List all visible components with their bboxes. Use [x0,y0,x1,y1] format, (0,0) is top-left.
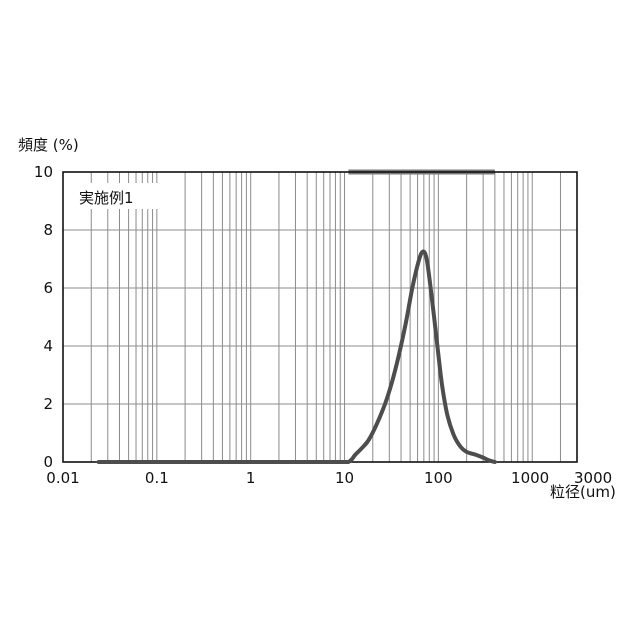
tick-labels: 02468100.010.111010010003000 [34,163,612,487]
y-tick-label: 6 [43,279,53,297]
x-tick-label: 10 [335,469,354,487]
grid-lines [63,172,577,462]
series-line [99,252,495,462]
y-tick-label: 2 [43,395,53,413]
series-layer [99,252,495,462]
plot-frame [63,172,577,462]
y-axis-title: 頻度 (%) [18,136,79,154]
y-tick-label: 10 [34,163,53,181]
x-tick-label: 0.1 [145,469,169,487]
x-tick-label: 1 [246,469,256,487]
y-tick-label: 8 [43,221,53,239]
x-axis-title: 粒径(um) [550,483,616,501]
x-tick-label: 0.01 [46,469,79,487]
x-tick-label: 1000 [511,469,549,487]
y-tick-label: 4 [43,337,53,355]
x-tick-label: 100 [424,469,453,487]
chart-title: 実施例1 [79,189,134,207]
